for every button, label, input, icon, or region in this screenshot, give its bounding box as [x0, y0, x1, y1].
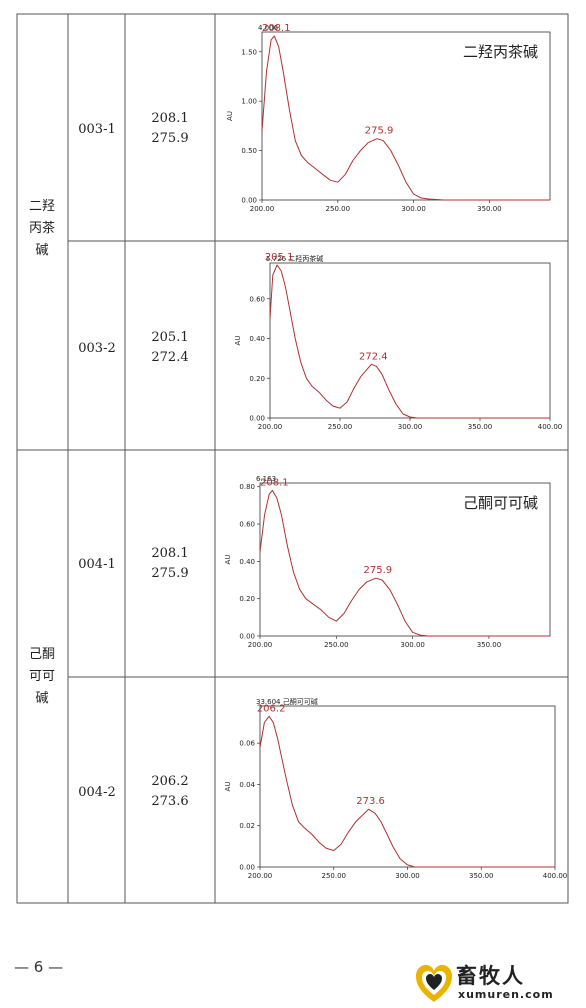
- x-tick-label: 300.00: [398, 423, 423, 431]
- y-axis-label: AU: [234, 336, 242, 346]
- x-tick-label: 350.00: [477, 641, 502, 649]
- y-tick-label: 0.40: [249, 335, 265, 343]
- page-number: — 6 —: [14, 958, 64, 976]
- heart-logo-icon: [416, 965, 452, 1002]
- y-tick-label: 1.00: [241, 98, 257, 106]
- y-tick-label: 0.00: [249, 415, 265, 423]
- spectrum-line: [259, 490, 550, 637]
- spectrum-line: [261, 35, 550, 201]
- y-tick-label: 0.02: [239, 822, 255, 830]
- x-tick-label: 200.00: [248, 872, 273, 880]
- y-tick-label: 0.04: [239, 781, 255, 789]
- spectrum-line: [269, 264, 550, 419]
- chart-header: 6.163: [256, 475, 276, 483]
- logo-title: 畜牧人: [456, 964, 525, 988]
- peak-label: 205.1: [265, 252, 294, 263]
- x-tick-label: 300.00: [401, 205, 426, 213]
- x-tick-label: 400.00: [538, 423, 563, 431]
- plot-frame: [259, 705, 556, 868]
- y-tick-label: 0.00: [239, 864, 255, 872]
- uv-spectrum-chart: 33.604 己酮可可碱 AU 0.00 0.02 0.04 0.06 200.00 250.…: [224, 698, 567, 880]
- compound-name-line: 二羟: [29, 199, 55, 214]
- sample-id: 003-1: [78, 122, 115, 137]
- plot-frame: [259, 482, 551, 637]
- compound-name-line: 碱: [35, 691, 48, 706]
- x-tick-label: 250.00: [324, 641, 349, 649]
- y-tick-label: 0.00: [239, 633, 255, 641]
- y-tick-label: 0.40: [239, 558, 255, 566]
- peak-wavelength: 205.1: [151, 330, 188, 345]
- peak-label: 275.9: [364, 565, 393, 576]
- x-tick-label: 200.00: [250, 205, 275, 213]
- sample-id: 004-1: [78, 557, 115, 572]
- uv-spectrum-chart: 4.006 二羟丙茶碱 AU 0.00 0.50 1.00 1.50 200.00 250.00…: [226, 23, 551, 213]
- x-tick-label: 250.00: [328, 423, 353, 431]
- sample-id: 003-2: [78, 341, 115, 356]
- peak-wavelength: 208.1: [151, 546, 188, 561]
- x-tick-label: 250.00: [326, 205, 351, 213]
- compound-name-line: 可可: [29, 669, 55, 684]
- x-tick-label: 350.00: [468, 423, 493, 431]
- x-tick-label: 350.00: [477, 205, 502, 213]
- compound-name-line: 碱: [35, 243, 48, 258]
- x-tick-label: 200.00: [258, 423, 283, 431]
- spectra-table: 二羟丙茶碱己酮可可碱003-1208.1275.94.006二羟丙茶碱AU0.0…: [16, 13, 569, 904]
- peak-label: 208.1: [262, 23, 291, 34]
- logo-subtitle: xumuren.com: [458, 988, 554, 1001]
- y-axis-label: AU: [224, 782, 232, 792]
- uv-spectrum-chart: 6.163 己酮可可碱 AU 0.00 0.20 0.40 0.60 0.80 200.00 25…: [224, 475, 551, 649]
- x-tick-label: 300.00: [400, 641, 425, 649]
- compound-name-line: 己酮: [29, 647, 55, 662]
- chart-compound-name: 二羟丙茶碱: [463, 43, 538, 61]
- y-tick-label: 0.00: [241, 197, 257, 205]
- y-tick-label: 0.60: [249, 295, 265, 303]
- peak-label: 272.4: [359, 351, 388, 362]
- y-tick-label: 1.50: [241, 48, 257, 56]
- x-tick-label: 350.00: [469, 872, 494, 880]
- peak-wavelength: 275.9: [151, 566, 188, 581]
- x-tick-label: 400.00: [543, 872, 568, 880]
- peak-label: 206.2: [257, 703, 286, 714]
- y-tick-label: 0.20: [239, 595, 255, 603]
- peak-wavelength: 206.2: [151, 774, 188, 789]
- chart-header: 5.726 二羟丙茶碱: [266, 254, 323, 263]
- x-tick-label: 200.00: [248, 641, 273, 649]
- peak-label: 273.6: [356, 796, 385, 807]
- table-border: [16, 13, 569, 904]
- y-tick-label: 0.60: [239, 521, 255, 529]
- y-tick-label: 0.80: [239, 483, 255, 491]
- y-tick-label: 0.50: [241, 147, 257, 155]
- y-axis-label: AU: [224, 555, 232, 565]
- chart-header: 4.006: [258, 24, 279, 32]
- peak-wavelength: 273.6: [151, 794, 188, 809]
- y-axis-label: AU: [226, 111, 234, 121]
- peak-label: 208.1: [260, 477, 289, 488]
- peak-wavelength: 275.9: [151, 131, 188, 146]
- site-logo: 畜牧人 xumuren.com: [414, 960, 584, 1008]
- x-tick-label: 300.00: [395, 872, 420, 880]
- peak-wavelength: 208.1: [151, 111, 188, 126]
- sample-id: 004-2: [78, 785, 115, 800]
- y-tick-label: 0.20: [249, 375, 265, 383]
- spectrum-line: [259, 715, 555, 868]
- peak-wavelength: 272.4: [151, 350, 188, 365]
- chart-header: 33.604 己酮可可碱: [256, 698, 318, 706]
- y-tick-label: 0.06: [239, 740, 255, 748]
- uv-spectrum-chart: 5.726 二羟丙茶碱 AU 0.00 0.20 0.40 0.60 200.00 250.0…: [234, 252, 562, 431]
- plot-frame: [269, 262, 551, 419]
- x-tick-label: 250.00: [322, 872, 347, 880]
- chart-compound-name: 己酮可可碱: [463, 494, 538, 512]
- plot-frame: [261, 31, 551, 201]
- compound-name-line: 丙茶: [29, 220, 55, 236]
- peak-label: 275.9: [365, 126, 394, 137]
